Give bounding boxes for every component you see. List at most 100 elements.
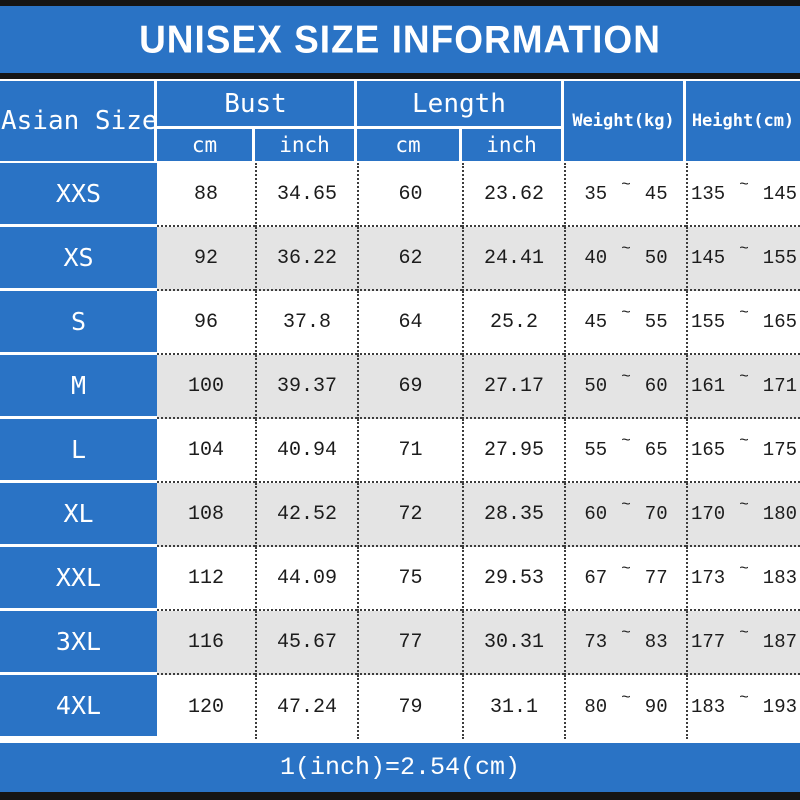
weight-high-value: 65 (644, 439, 668, 461)
height-low-value: 170 (690, 503, 726, 525)
size-cell: 4XL (0, 675, 157, 739)
weight-range-cell: 50 ~60 (564, 355, 686, 419)
length-inch-value: 23.62 (483, 182, 544, 206)
length-inch-value: 27.17 (483, 374, 544, 398)
table-row: XS 92 36.22 62 24.41 40 ~50 145 ~155 (0, 227, 800, 291)
length-cm-value: 60 (398, 182, 423, 206)
size-cell: XS (0, 227, 157, 291)
header-height-label: Height(cm) (691, 111, 795, 131)
size-cell: L (0, 419, 157, 483)
header-length-label: Length (412, 88, 506, 119)
header-height: Height(cm) (686, 81, 800, 161)
bust-cm-cell: 96 (157, 291, 255, 355)
size-label: XS (63, 243, 94, 272)
weight-range-cell: 55 ~65 (564, 419, 686, 483)
height-low-value: 161 (690, 375, 726, 397)
bust-inch-value: 42.52 (276, 502, 337, 526)
size-label: 3XL (55, 627, 102, 656)
weight-low-value: 60 (584, 503, 608, 525)
weight-low-value: 45 (584, 311, 608, 333)
length-cm-cell: 62 (357, 227, 462, 291)
length-cm-cell: 60 (357, 163, 462, 227)
height-high-value: 180 (762, 503, 798, 525)
weight-range-cell: 67 ~77 (564, 547, 686, 611)
bust-inch-value: 34.65 (276, 182, 337, 206)
size-label: XXS (55, 179, 102, 208)
range-tilde: ~ (621, 240, 631, 258)
height-low-value: 145 (690, 247, 726, 269)
length-inch-value: 24.41 (483, 246, 544, 270)
table-header: Asian Size Bust Length Weight(kg) Height… (0, 79, 800, 163)
height-range-cell: 173 ~183 (686, 547, 800, 611)
footer-band: 1(inch)=2.54(cm) (0, 743, 800, 792)
bust-inch-value: 47.24 (276, 695, 337, 719)
weight-high-value: 77 (644, 567, 668, 589)
size-cell: XL (0, 483, 157, 547)
range-tilde: ~ (739, 368, 749, 386)
weight-range-cell: 40 ~50 (564, 227, 686, 291)
range-tilde: ~ (739, 304, 749, 322)
length-inch-cell: 28.35 (462, 483, 564, 547)
length-cm-cell: 77 (357, 611, 462, 675)
length-cm-cell: 71 (357, 419, 462, 483)
table-row: XXS 88 34.65 60 23.62 35 ~45 135 ~145 (0, 163, 800, 227)
bust-cm-cell: 88 (157, 163, 255, 227)
bust-cm-cell: 108 (157, 483, 255, 547)
length-inch-cell: 29.53 (462, 547, 564, 611)
weight-range-cell: 80 ~90 (564, 675, 686, 739)
inch-conversion-note: 1(inch)=2.54(cm) (279, 753, 521, 782)
bust-cm-value: 96 (193, 310, 218, 334)
range-tilde: ~ (739, 432, 749, 450)
height-range-cell: 183 ~193 (686, 675, 800, 739)
bust-inch-cell: 40.94 (255, 419, 357, 483)
length-inch-cell: 30.31 (462, 611, 564, 675)
bust-cm-value: 104 (187, 438, 224, 462)
weight-low-value: 50 (584, 375, 608, 397)
size-label: XL (63, 499, 94, 528)
table-row: XL 108 42.52 72 28.35 60 ~70 170 ~180 (0, 483, 800, 547)
length-cm-cell: 72 (357, 483, 462, 547)
bust-inch-cell: 47.24 (255, 675, 357, 739)
header-length-inch: inch (462, 129, 564, 161)
header-length-inch-label: inch (486, 133, 537, 157)
weight-range-cell: 60 ~70 (564, 483, 686, 547)
header-length-cm: cm (357, 129, 462, 161)
header-asian-size: Asian Size (0, 81, 157, 161)
table-body: XXS 88 34.65 60 23.62 35 ~45 135 ~145 XS 92 36.22 62… (0, 163, 800, 739)
footer-gap (0, 739, 800, 743)
header-bust-inch: inch (255, 129, 357, 161)
title-band: UNISEX SIZE INFORMATION (0, 6, 800, 73)
length-cm-value: 71 (398, 438, 423, 462)
range-tilde: ~ (621, 496, 631, 514)
weight-low-value: 73 (584, 631, 608, 653)
height-high-value: 193 (762, 696, 798, 718)
bust-cm-value: 116 (187, 630, 224, 654)
length-cm-value: 79 (398, 695, 423, 719)
length-inch-value: 31.1 (489, 695, 538, 719)
header-bust-cm: cm (157, 129, 255, 161)
height-range-cell: 135 ~145 (686, 163, 800, 227)
weight-high-value: 45 (644, 183, 668, 205)
bust-cm-value: 100 (187, 374, 224, 398)
range-tilde: ~ (739, 176, 749, 194)
height-high-value: 155 (762, 247, 798, 269)
range-tilde: ~ (621, 432, 631, 450)
range-tilde: ~ (621, 176, 631, 194)
table-row: M 100 39.37 69 27.17 50 ~60 161 ~171 (0, 355, 800, 419)
length-inch-cell: 24.41 (462, 227, 564, 291)
length-cm-cell: 64 (357, 291, 462, 355)
length-cm-value: 64 (398, 310, 423, 334)
weight-high-value: 50 (644, 247, 668, 269)
weight-high-value: 55 (644, 311, 668, 333)
header-bust-inch-label: inch (279, 133, 330, 157)
table-row: 3XL 116 45.67 77 30.31 73 ~83 177 ~187 (0, 611, 800, 675)
length-cm-value: 77 (398, 630, 423, 654)
length-cm-value: 69 (398, 374, 423, 398)
height-range-cell: 177 ~187 (686, 611, 800, 675)
size-cell: XXL (0, 547, 157, 611)
range-tilde: ~ (621, 624, 631, 642)
length-cm-value: 72 (398, 502, 423, 526)
header-weight: Weight(kg) (564, 81, 686, 161)
table-row: XXL 112 44.09 75 29.53 67 ~77 173 ~183 (0, 547, 800, 611)
range-tilde: ~ (739, 496, 749, 514)
